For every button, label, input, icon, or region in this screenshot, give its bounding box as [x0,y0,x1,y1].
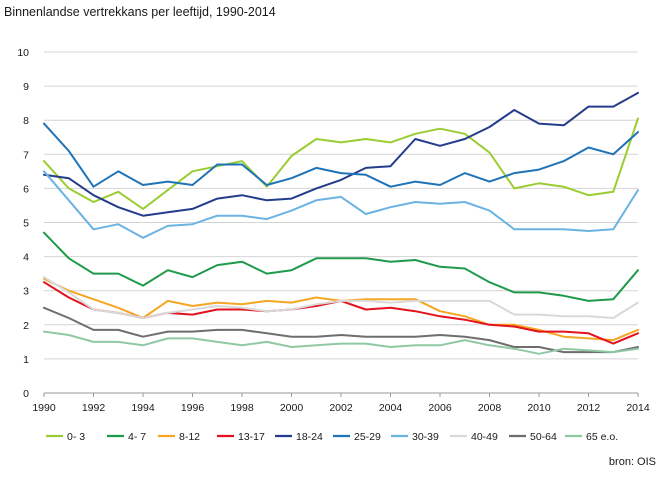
y-tick-label: 8 [23,115,29,127]
chart-title: Binnenlandse vertrekkans per leeftijd, 1… [4,5,276,19]
y-tick-label: 6 [23,183,29,195]
series-line-10 [43,330,639,355]
x-tick-label: 2010 [527,402,551,414]
legend-label: 4- 7 [128,431,146,443]
y-tick-label: 5 [23,218,29,230]
series-line-6 [43,122,639,188]
legend-label: 25-29 [354,431,381,443]
x-tick-label: 1992 [82,402,106,414]
legend-label: 13-17 [238,431,265,443]
legend-label: 30-39 [412,431,439,443]
legend-label: 40-49 [471,431,498,443]
series-line-9 [43,306,639,354]
legend-label: 18-24 [296,431,323,443]
source-note: bron: OIS [609,456,656,468]
x-tick-label: 2008 [478,402,502,414]
y-tick-label: 7 [23,149,29,161]
series-line-1 [43,117,639,210]
y-tick-label: 3 [23,286,29,298]
y-tick-label: 1 [23,354,29,366]
y-tick-label: 9 [23,81,29,93]
series-layer [43,91,639,355]
legend-label: 50-64 [530,431,557,443]
x-tick-label: 1998 [230,402,254,414]
y-tick-label: 2 [23,320,29,332]
x-axis-ticks: 1990 1992 1994 1996 1998 2000 2002 2004 2006 2008… [32,393,650,414]
x-tick-label: 1994 [131,402,155,414]
x-tick-label: 2002 [329,402,353,414]
series-line-5 [43,91,639,217]
y-tick-label: 4 [23,252,29,264]
series-line-7 [43,170,639,239]
x-tick-label: 2006 [428,402,452,414]
series-line-2 [43,231,639,302]
legend: 0- 3 4- 7 8-12 13-17 18-24 25-29 30-39 40-49 50-… [46,431,618,443]
y-axis-ticks: 0 1 2 3 4 5 6 7 8 9 10 [17,47,29,400]
legend-label: 8-12 [179,431,200,443]
y-tick-label: 10 [17,47,29,59]
legend-label: 65 e.o. [586,431,618,443]
series-line-8 [43,276,639,319]
grid-layer [44,51,638,394]
x-tick-label: 1996 [181,402,205,414]
legend-label: 0- 3 [67,431,85,443]
x-tick-label: 2000 [280,402,304,414]
y-tick-label: 0 [23,388,29,400]
x-tick-label: 2012 [577,402,601,414]
x-tick-label: 2014 [626,402,650,414]
x-tick-label: 1990 [32,402,56,414]
x-tick-label: 2004 [379,402,403,414]
